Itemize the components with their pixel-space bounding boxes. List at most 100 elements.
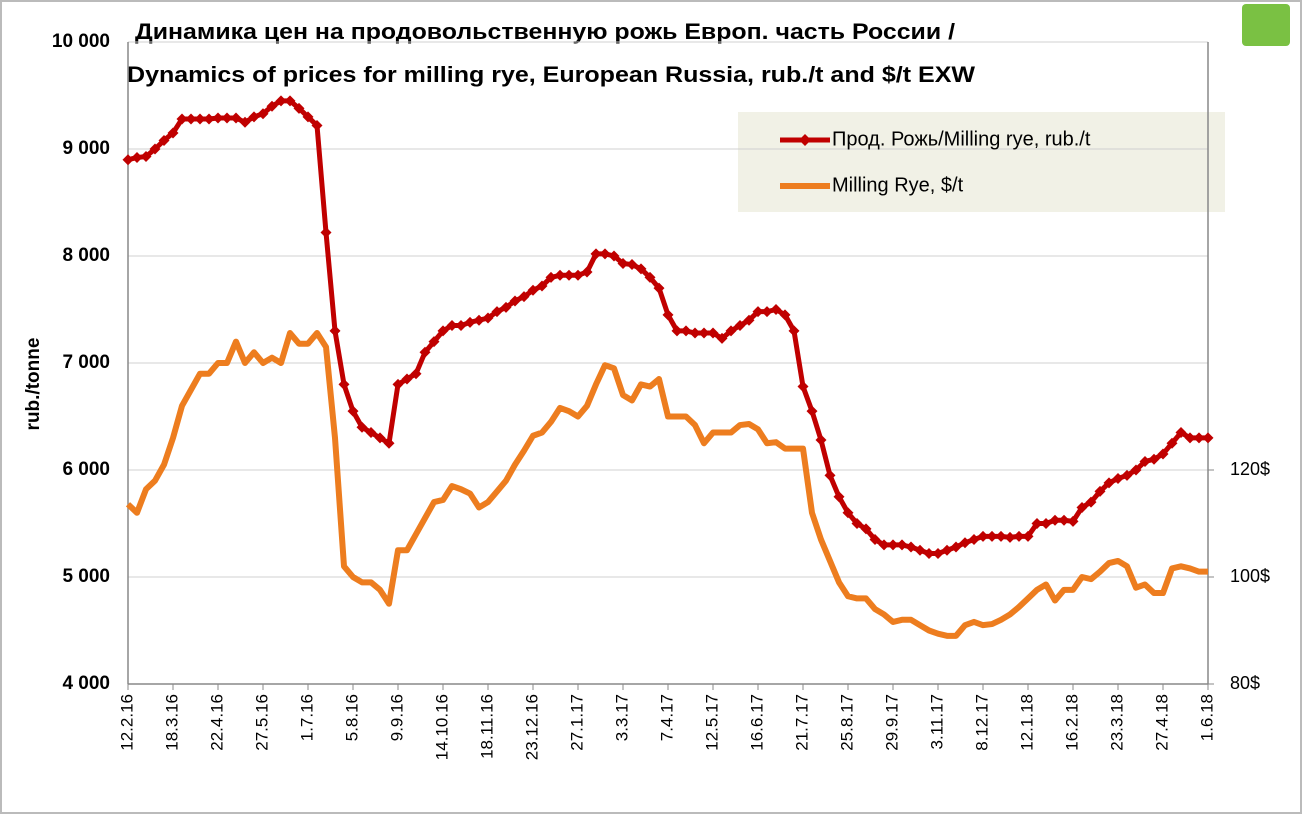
point-marker [779,309,791,321]
point-marker [1013,530,1025,542]
point-marker [905,541,917,553]
point-marker [284,95,296,107]
point-marker [878,539,890,551]
point-marker [761,306,773,318]
y-tick-label: 5 000 [62,566,110,587]
point-marker [914,544,926,556]
point-marker [347,405,359,417]
point-marker [743,314,755,326]
x-tick-label: 29.9.17 [882,694,901,751]
point-marker [365,427,377,439]
point-marker [815,434,827,446]
point-marker [1175,427,1187,439]
point-marker [653,282,665,294]
point-marker [1112,473,1124,485]
x-tick-label: 12.1.18 [1017,694,1036,751]
point-marker [1202,432,1214,444]
point-marker [203,113,215,125]
y-tick-label: 8 000 [62,245,110,266]
point-marker [383,437,395,449]
point-marker [617,257,629,269]
y2-tick-label: 120$ [1230,459,1270,479]
point-marker [941,544,953,556]
point-marker [248,111,260,123]
point-marker [293,102,305,114]
point-marker [986,530,998,542]
x-tick-label: 27.5.16 [252,694,271,751]
x-tick-label: 5.8.16 [342,694,361,741]
y-axis-label: rub./tonne [23,338,44,431]
point-marker [590,248,602,260]
point-marker [788,325,800,337]
point-marker [968,534,980,546]
point-marker [833,491,845,503]
point-marker [1166,437,1178,449]
point-marker [752,306,764,318]
x-tick-label: 16.6.17 [747,694,766,751]
point-marker [176,113,188,125]
point-marker [635,263,647,275]
point-marker [932,547,944,559]
point-marker [1031,518,1043,529]
x-tick-label: 12.2.16 [117,694,136,751]
logo [1242,4,1290,46]
point-marker [455,320,467,332]
point-marker [1004,531,1016,543]
point-marker [545,271,557,283]
point-marker [1184,432,1196,444]
point-marker [239,116,251,128]
legend-box [738,112,1225,212]
point-marker [977,530,989,542]
y2-tick-label: 100$ [1230,566,1270,586]
x-tick-label: 16.2.18 [1062,694,1081,751]
point-marker [167,127,179,139]
point-marker [491,306,503,318]
point-marker [536,280,548,292]
point-marker [770,304,782,315]
point-marker [950,541,962,553]
x-tick-label: 7.4.17 [657,694,676,741]
point-marker [509,295,521,307]
point-marker [725,325,737,337]
point-marker [356,421,368,433]
point-marker [1130,464,1142,476]
point-marker [140,150,152,162]
point-marker [851,518,863,529]
point-marker [464,316,476,328]
point-marker [923,547,935,559]
point-marker [554,269,566,281]
point-marker [1067,515,1079,527]
point-marker [698,327,710,339]
point-marker [824,469,836,481]
legend-marker [799,134,811,146]
point-marker [1022,530,1034,542]
point-marker [896,539,908,551]
point-marker [680,325,692,337]
point-marker [428,336,440,348]
point-marker [644,271,656,283]
point-marker [473,314,485,326]
logo-mark [1242,4,1290,46]
point-marker [869,534,881,546]
point-marker [338,378,350,390]
point-marker [797,381,809,393]
point-marker [1058,514,1070,526]
point-marker [1157,448,1169,460]
point-marker [716,332,728,344]
x-tick-label: 27.4.18 [1152,694,1171,751]
point-marker [1148,453,1160,465]
point-marker [311,119,323,131]
point-marker [671,325,683,337]
point-marker [410,368,422,380]
y-tick-label: 4 000 [62,673,110,694]
y-tick-label: 7 000 [62,352,110,373]
legend-label: Прод. Рожь/Milling rye, rub./t [832,128,1091,150]
point-marker [599,248,611,260]
point-marker [995,530,1007,542]
x-tick-label: 14.10.16 [432,694,451,760]
y-tick-label: 6 000 [62,459,110,480]
x-tick-label: 1.6.18 [1197,694,1216,741]
point-marker [572,269,584,281]
point-marker [392,378,404,390]
point-marker [1121,469,1133,481]
